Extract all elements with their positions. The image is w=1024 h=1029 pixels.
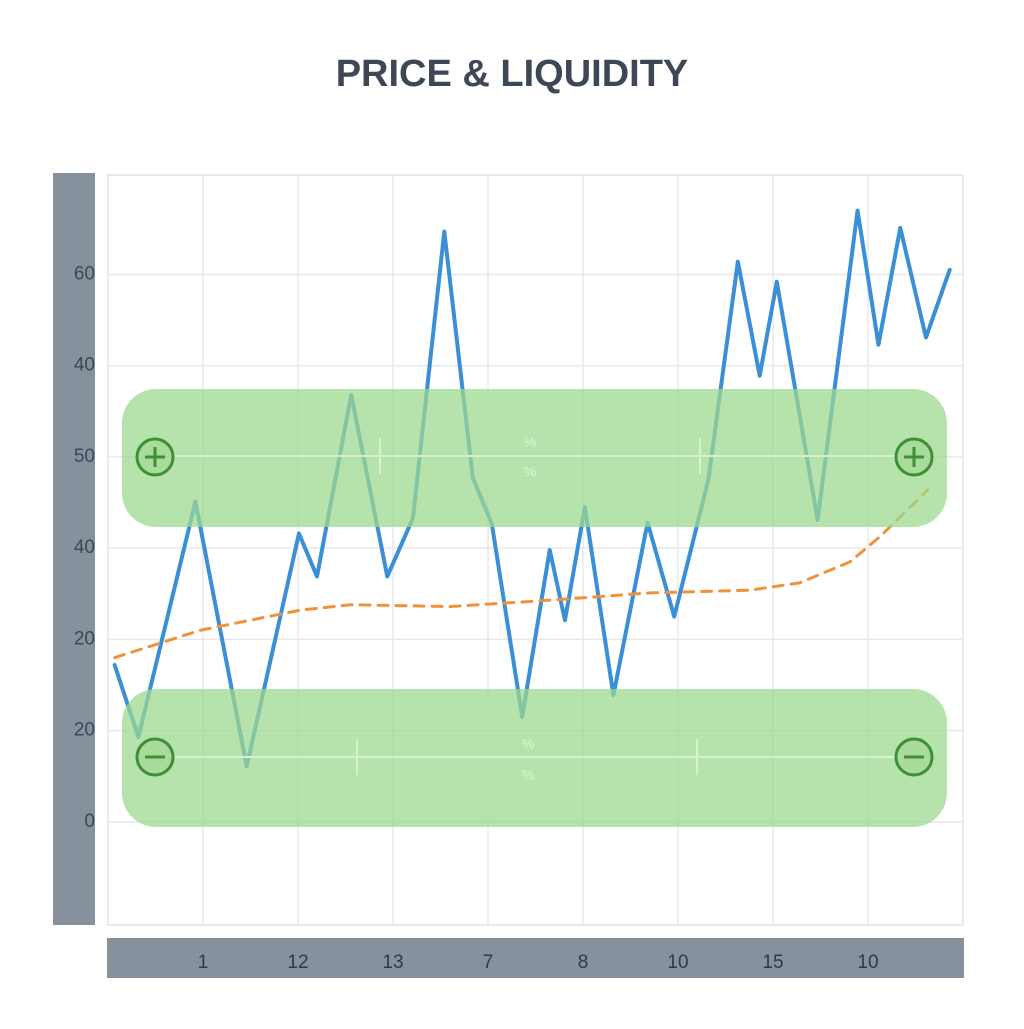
- x-tick-label: 12: [287, 952, 308, 973]
- y-axis-bar: [53, 173, 95, 925]
- band-label: %: [522, 767, 534, 783]
- x-tick-label: 10: [857, 952, 878, 973]
- band-label: %: [522, 736, 534, 752]
- chart-title: PRICE & LIQUIDITY: [336, 53, 689, 95]
- plot-frame: [107, 174, 964, 926]
- y-tick-label: 20: [74, 628, 95, 649]
- x-tick-label: 13: [382, 952, 403, 973]
- band-top: % %: [122, 389, 947, 527]
- y-tick-label: 20: [74, 720, 95, 741]
- band-bottom: % %: [122, 689, 947, 827]
- y-tick-label: 0: [84, 811, 95, 832]
- band: [122, 389, 947, 527]
- trend-line: [113, 488, 930, 660]
- y-tick-label: 40: [74, 355, 95, 376]
- x-tick-label: 15: [762, 952, 783, 973]
- x-tick-label: 8: [578, 952, 589, 973]
- plus-sign: [145, 447, 165, 467]
- plus-sign: [904, 447, 924, 467]
- y-tick-label: 50: [74, 446, 95, 467]
- y-tick-label: 40: [74, 537, 95, 558]
- band-label: %: [524, 464, 536, 480]
- x-tick-label: 7: [483, 952, 494, 973]
- y-tick-label: 60: [74, 263, 95, 284]
- band-label: %: [524, 434, 536, 450]
- x-tick-label: 10: [667, 952, 688, 973]
- x-tick-label: 1: [198, 952, 209, 973]
- x-axis-bar: [107, 938, 964, 978]
